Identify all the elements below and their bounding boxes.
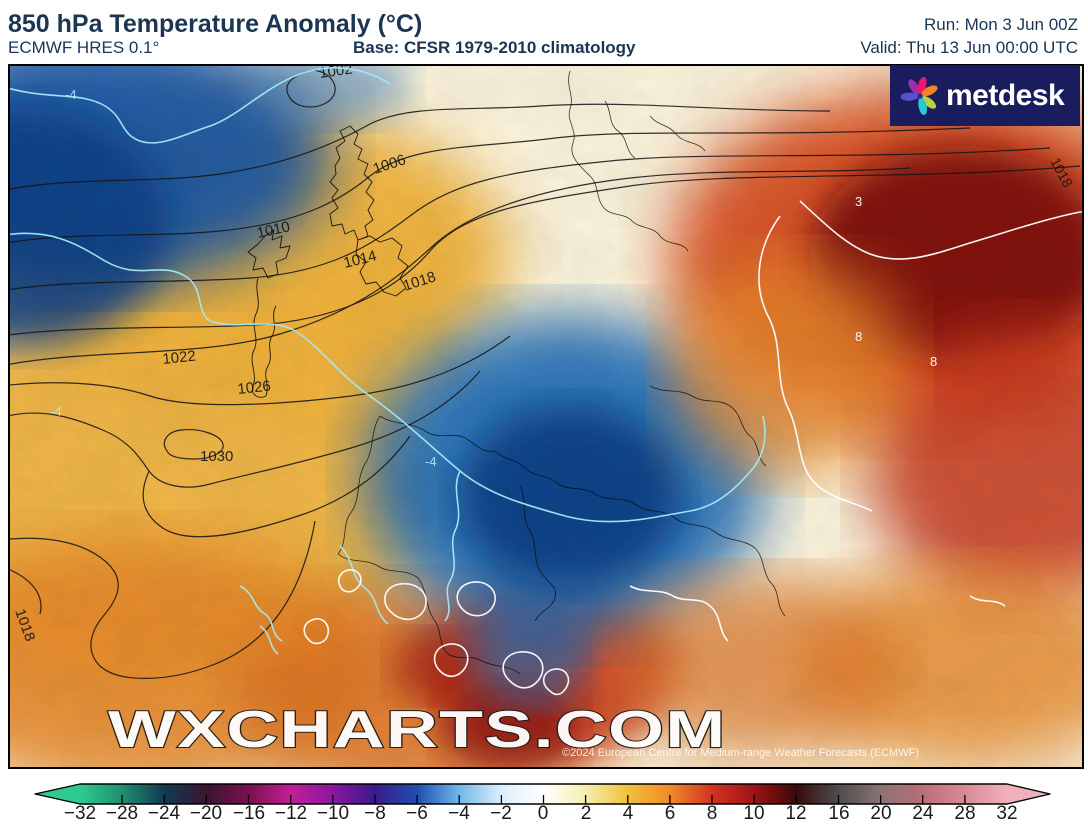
svg-text:8: 8 [855, 329, 862, 344]
svg-text:-4: -4 [50, 404, 62, 419]
svg-text:3: 3 [855, 194, 862, 209]
svg-text:-4: -4 [425, 454, 437, 469]
svg-text:1030: 1030 [200, 448, 233, 465]
svg-text:8: 8 [930, 354, 937, 369]
svg-text:1022: 1022 [162, 348, 197, 368]
svg-text:-4: -4 [65, 87, 77, 102]
